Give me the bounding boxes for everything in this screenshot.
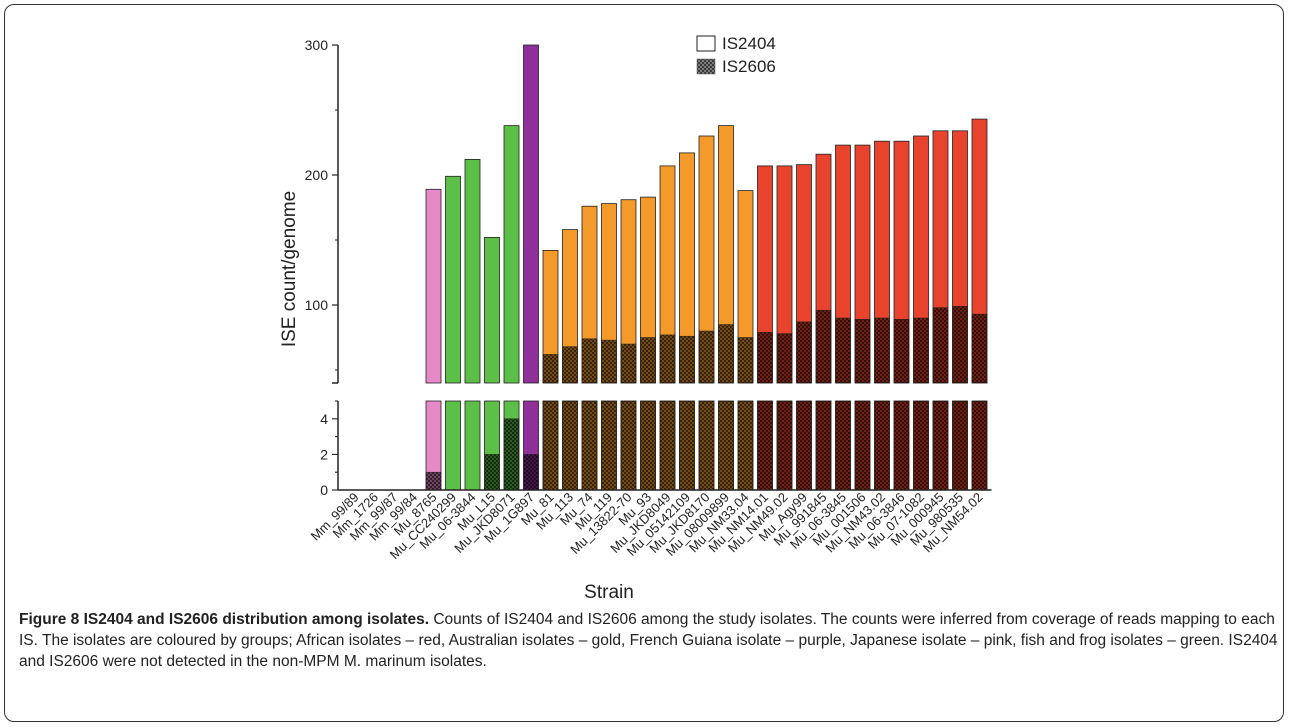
bar-is2606-mu-000945 bbox=[932, 307, 949, 384]
bar-is2404-mu-cc240299 bbox=[445, 175, 461, 384]
bar-is2606-mu-jkd8170 bbox=[698, 330, 715, 384]
y-tick-label: 2 bbox=[320, 446, 328, 462]
bar-is2606-mu-nm14-01 bbox=[757, 332, 773, 384]
bar-is2606-lower-mu-74 bbox=[581, 400, 598, 491]
bar-is2606-lower-mu-jkd8071 bbox=[503, 418, 520, 491]
caption-title: Figure 8 IS2404 and IS2606 distribution … bbox=[19, 611, 430, 628]
bar-is2606-lower-mu-81 bbox=[542, 400, 559, 491]
y-axis-label: ISE count/genome bbox=[279, 191, 300, 347]
bar-is2606-lower-mu-93 bbox=[640, 400, 656, 491]
y-tick-label: 300 bbox=[305, 37, 329, 53]
legend: IS2404 IS2606 bbox=[696, 34, 776, 76]
bar-is2606-lower-mu-jkd8170 bbox=[698, 400, 715, 491]
bar-is2404-mu-jkd8071 bbox=[503, 125, 520, 384]
y-tick-label: 4 bbox=[320, 411, 328, 427]
bar-is2606-lower-mu-991845 bbox=[815, 400, 832, 491]
bar-is2606-mu-113 bbox=[562, 346, 578, 384]
bar-is2606-mu-74 bbox=[581, 338, 598, 384]
bar-is2606-lower-mu-jkd8049 bbox=[659, 400, 676, 491]
figure-caption: Figure 8 IS2404 and IS2606 distribution … bbox=[19, 609, 1281, 672]
legend-swatch-is2404 bbox=[696, 35, 716, 52]
bar-is2606-mu-07-1082 bbox=[913, 317, 929, 384]
bar-is2606-lower-mu-nm33-04 bbox=[737, 400, 754, 491]
bar-is2606-mu-119 bbox=[601, 339, 617, 384]
bar-is2606-lower-mu-001506 bbox=[854, 400, 871, 491]
bar-is2404-mu-06-3844 bbox=[464, 158, 481, 384]
bar-is2606-mu-nm54-02 bbox=[971, 313, 988, 384]
bar-is2606-lower-mu-08009899 bbox=[718, 400, 734, 491]
bar-is2606-mu-nm49-02 bbox=[776, 333, 793, 384]
bar-is2606-mu-jkd8049 bbox=[659, 334, 676, 384]
bar-is2606-lower-mu-06-3845 bbox=[835, 400, 851, 491]
bar-is2606-lower-mu-980535 bbox=[952, 400, 968, 491]
y-tick-label: 200 bbox=[305, 167, 329, 183]
bar-is2606-lower-mu-000945 bbox=[932, 400, 949, 491]
y-tick-label: 100 bbox=[305, 297, 329, 313]
bar-is2606-lower-mu-nm49-02 bbox=[776, 400, 793, 491]
bar-is2606-mu-93 bbox=[640, 337, 656, 384]
bar-is2606-mu-nm43-02 bbox=[874, 317, 890, 384]
bar-is2404-lower-mu-06-3844 bbox=[464, 400, 481, 491]
figure-panel: 100 200 300 0 2 4 Mm_99/89 Mm_1726 Mm_99/87 Mm_9… bbox=[4, 4, 1284, 722]
bar-is2606-mu-06-3845 bbox=[835, 317, 851, 384]
bar-is2606-mu-13822-70 bbox=[620, 343, 637, 384]
bar-is2606-mu-nm33-04 bbox=[737, 337, 754, 384]
bar-is2404-mu-8765 bbox=[425, 188, 442, 384]
bar-is2606-mu-991845 bbox=[815, 309, 832, 384]
bar-is2606-mu-06-3846 bbox=[893, 319, 910, 384]
bar-is2606-lower-mu-13822-70 bbox=[620, 400, 637, 491]
bar-is2606-mu-001506 bbox=[854, 319, 871, 384]
bar-is2606-lower-mu-07-1082 bbox=[913, 400, 929, 491]
bar-is2404-mu-1g897 bbox=[523, 44, 539, 384]
bar-is2606-mu-05142109 bbox=[679, 335, 695, 384]
bar-is2606-mu-agy99 bbox=[796, 321, 812, 384]
bar-is2606-lower-mu-05142109 bbox=[679, 400, 695, 491]
bar-is2404-lower-mu-cc240299 bbox=[445, 400, 461, 491]
bar-is2606-mu-08009899 bbox=[718, 324, 734, 384]
legend-swatch-is2606 bbox=[696, 58, 716, 75]
bar-is2606-lower-mu-119 bbox=[601, 400, 617, 491]
x-axis-label: Strain bbox=[584, 582, 634, 603]
bar-is2606-mu-81 bbox=[542, 354, 559, 384]
bar-is2606-lower-mu-113 bbox=[562, 400, 578, 491]
legend-label-is2606: IS2606 bbox=[722, 57, 776, 76]
legend-label-is2404: IS2404 bbox=[722, 34, 776, 53]
bar-is2606-mu-980535 bbox=[952, 306, 968, 384]
caption-body: Counts of IS2404 and IS2606 among the st… bbox=[19, 611, 1278, 670]
bar-is2606-lower-mu-agy99 bbox=[796, 400, 812, 491]
bar-is2606-lower-mu-nm43-02 bbox=[874, 400, 890, 491]
y-tick-label: 0 bbox=[320, 482, 328, 498]
bar-is2606-lower-mu-8765 bbox=[425, 471, 442, 491]
bar-is2606-lower-mu-nm54-02 bbox=[971, 400, 988, 491]
bar-is2606-lower-mu-nm14-01 bbox=[757, 400, 773, 491]
bar-is2606-lower-mu-1g897 bbox=[523, 454, 539, 491]
bar-is2606-lower-mu-06-3846 bbox=[893, 400, 910, 491]
bar-is2404-mu-l15 bbox=[484, 236, 500, 384]
bar-is2606-lower-mu-l15 bbox=[484, 454, 500, 491]
